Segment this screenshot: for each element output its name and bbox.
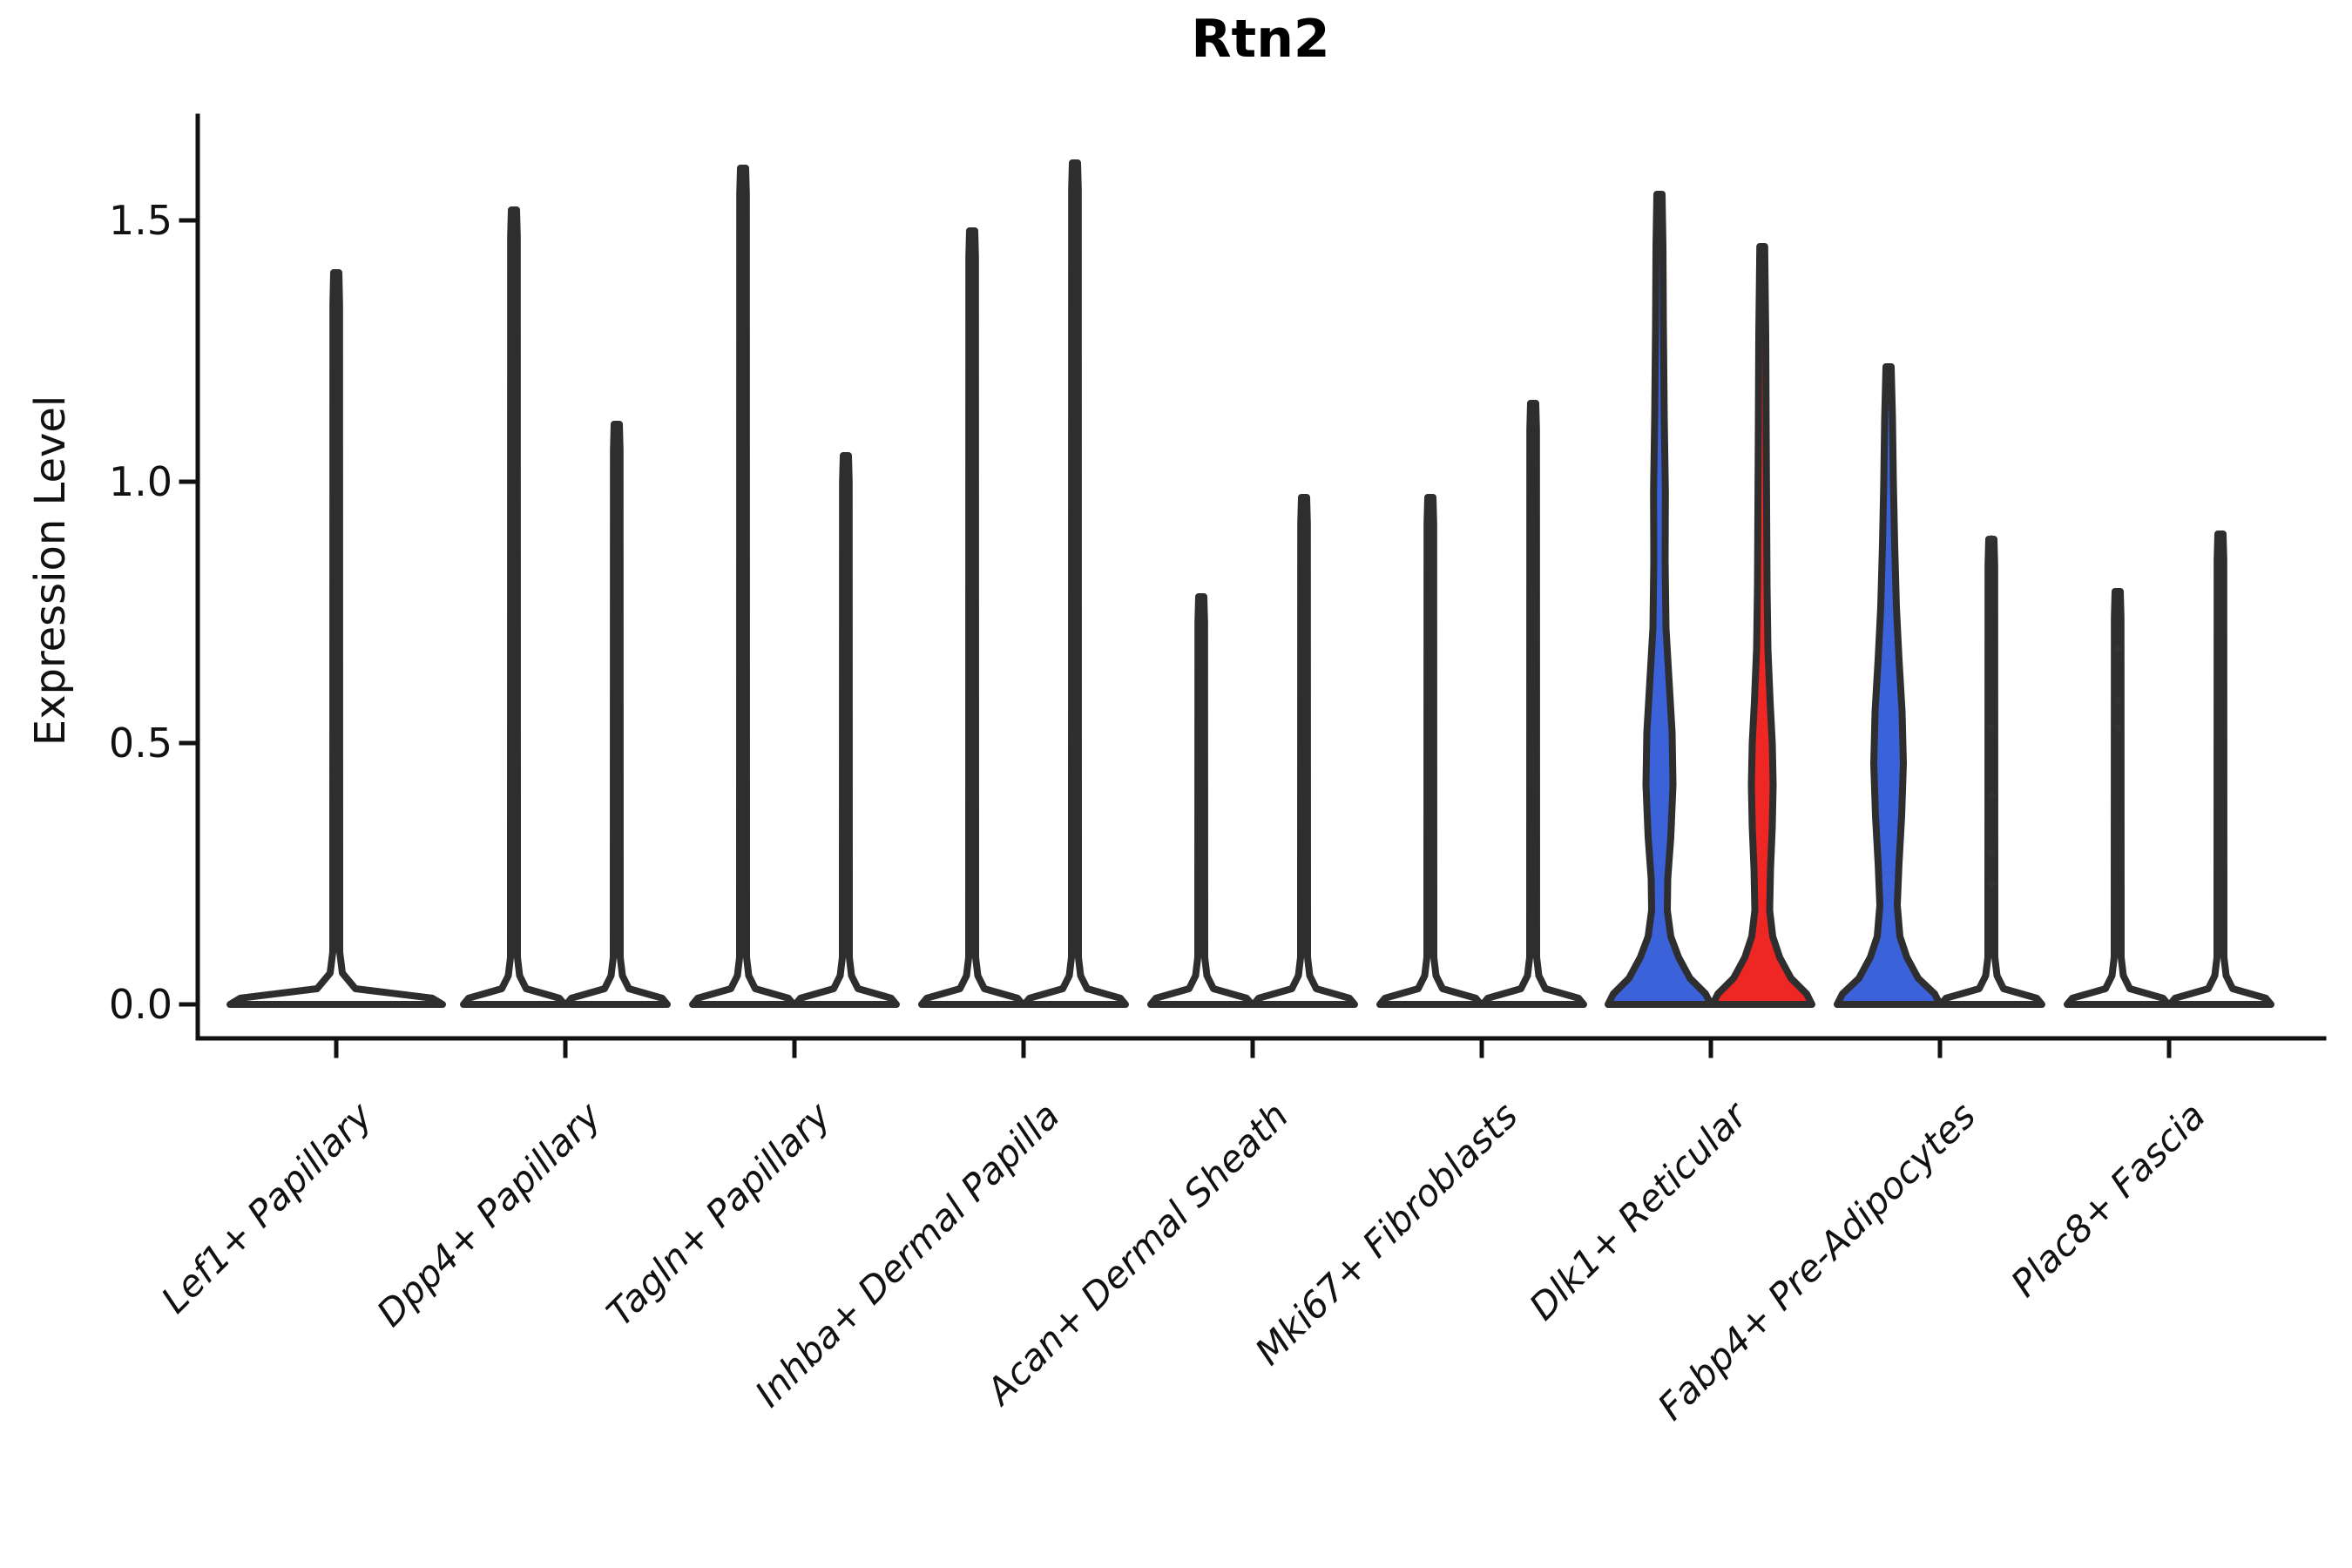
y-tick-label-1.5: 1.5: [108, 197, 172, 244]
violin-mki67-left: [1376, 494, 1484, 1008]
jitter-point: [1987, 880, 1996, 889]
violins-layer: [226, 159, 2274, 1008]
chart-title: Rtn2: [1191, 9, 1330, 70]
jitter-point: [1987, 723, 1996, 732]
violin-lef1-center: [226, 269, 446, 1008]
violin-inhba-right: [1021, 159, 1129, 1008]
violin-acan-left: [1147, 593, 1255, 1008]
violin-dlk1-left: [1605, 191, 1714, 1008]
jitter-point: [2113, 645, 2122, 653]
violin-plac8-right: [2166, 531, 2274, 1008]
jitter-point: [1987, 791, 1996, 800]
violin-mki67-right: [1479, 400, 1587, 1008]
y-tick-label-0.0: 0.0: [108, 981, 172, 1028]
violin-tagln-left: [689, 165, 797, 1008]
violin-tagln-right: [792, 452, 900, 1008]
violin-acan-right: [1250, 494, 1358, 1008]
violin-plac8-left: [2064, 588, 2172, 1008]
violin-inhba-left: [918, 227, 1026, 1008]
jitter-point: [1987, 848, 1996, 857]
violin-fabp4-left: [1834, 363, 1943, 1008]
jitter-point: [2113, 723, 2122, 732]
jitter-point: [1987, 535, 1996, 544]
y-tick-label-0.5: 0.5: [108, 720, 172, 767]
violin-fabp4-right: [1937, 536, 2045, 1008]
violin-dlk1-right: [1709, 243, 1815, 1008]
violin-dpp4-left: [460, 206, 568, 1008]
violin-dpp4-right: [563, 421, 671, 1008]
axes-layer: [179, 113, 2327, 1058]
jitter-point: [2113, 697, 2122, 706]
y-tick-label-1.0: 1.0: [108, 458, 172, 505]
y-axis-title: Expression Level: [26, 395, 75, 747]
